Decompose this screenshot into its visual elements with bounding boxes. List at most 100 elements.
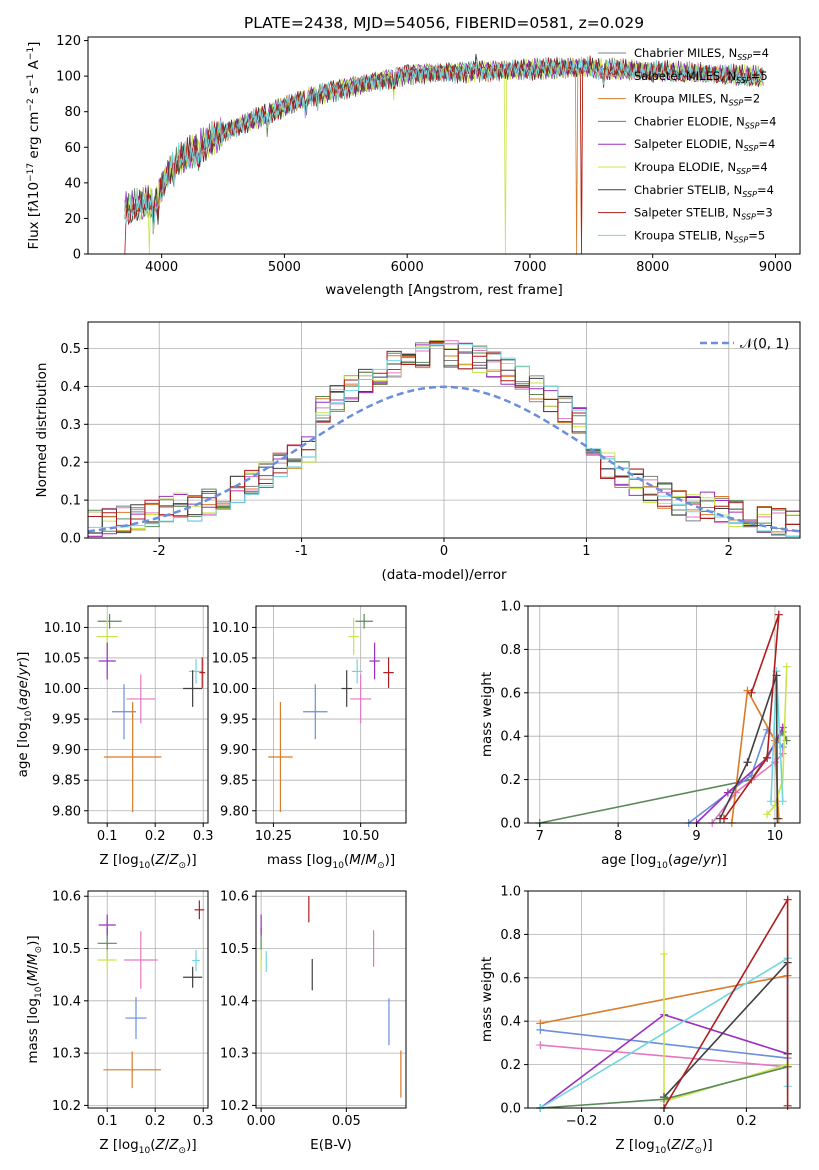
weight_vs_Z-xtick-label: −0.2 [566,1114,598,1129]
mass_vs_Z-ylabel: mass [log10(M/M⊙)] [25,935,44,1063]
spectrum-ylabel: Flux [fλ10−17 erg cm−2 s−1 A−1] [26,42,42,250]
residuals-ytick-label: 0.5 [60,342,81,357]
weight_vs_age-series-line [766,666,788,815]
spectrum-ytick-label: 40 [64,176,81,191]
mass_vs_ebv-ytick-label: 10.2 [220,1099,249,1114]
spectrum-xtick-label: 7000 [513,260,546,275]
age_vs_Z-ytick-label: 10.05 [44,651,81,666]
mass_vs_ebv-ytick-label: 10.6 [220,890,249,905]
weight_vs_age-ytick-label: 0.0 [500,817,521,832]
legend-entry: Salpeter STELIB, NSSP=3 [634,206,773,222]
weight_vs_Z-ytick-label: 0.4 [500,1015,521,1030]
age_vs_mass-xlabel: mass [log10(M/M⊙)] [267,852,395,871]
spectrum-ytick-label: 100 [56,70,81,85]
age_vs_Z-ytick-label: 10.10 [44,621,81,636]
mass_vs_Z-xtick-label: 0.3 [193,1114,214,1129]
mass_vs_ebv-ytick-label: 10.3 [220,1047,249,1062]
legend-entry: Chabrier MILES, NSSP=4 [634,46,769,62]
mass_vs_Z-xlabel: Z [log10(Z/Z⊙)] [99,1137,196,1156]
mass_vs_ebv-ytick-label: 10.5 [220,942,249,957]
residuals-histogram [88,342,800,538]
legend-entry: Kroupa ELODIE, NSSP=4 [634,160,768,176]
weight_vs_Z-marker [783,1101,792,1110]
residuals-xtick-label: -2 [153,544,166,559]
spectrum-series-line [124,57,764,254]
weight_vs_age-marker [774,610,783,619]
chart-weight_vs_Z: −0.2 0.0 0.2 0.0 0.2 0.4 0.6 0.8 1.0 Z [log10(Z/Z… [479,885,801,1156]
weight_vs_Z-marker [536,1041,545,1050]
age_vs_Z-xlabel: Z [log10(Z/Z⊙)] [99,852,196,871]
age_vs_Z-xtick-label: 0.1 [97,829,118,844]
age_vs_Z-xtick-label: 0.3 [193,829,214,844]
spectrum-xlabel: wavelength [Angstrom, rest frame] [325,282,563,298]
legend-entry: Salpeter MILES, NSSP=5 [634,69,768,85]
spectrum-series-line [124,57,764,254]
weight_vs_age-marker [766,797,775,806]
mass_vs_ebv-ytick-label: 10.4 [220,994,249,1009]
weight_vs_Z-marker [660,1095,668,1104]
age_vs_Z-ytick-label: 9.85 [52,774,81,789]
weight_vs_age-marker [719,814,728,823]
weight_vs_age-frame [527,605,801,824]
weight_vs_Z-ytick-label: 1.0 [500,885,521,900]
weight_vs_age-series-line [723,614,780,820]
residuals-ytick-label: 0.4 [60,380,81,395]
spectrum-series-line [124,55,764,254]
weight_vs_Z-xlabel: Z [log10(Z/Z⊙)] [615,1137,712,1156]
weight_vs_Z-ytick-label: 0.2 [500,1058,521,1073]
weight_vs_age-ylabel: mass weight [479,672,495,757]
weight_vs_age-series-line [711,753,784,824]
chart-spectrum: 4000 5000 6000 7000 8000 9000 0 20 40 60 80 100 120 P… [26,14,801,298]
weight_vs_age-ytick-label: 1.0 [500,600,521,615]
weight_vs_Z-series-line [663,953,788,1103]
weight_vs_age-xtick-label: 10 [767,829,784,844]
spectrum-ytick-label: 80 [64,105,81,120]
spectrum-ytick-label: 20 [64,212,81,227]
mass_vs_Z-ytick-label: 10.5 [52,942,81,957]
weight_vs_age-ytick-label: 0.2 [500,773,521,788]
chart-weight_vs_age: 7 8 9 10 0.0 0.2 0.4 0.6 0.8 1.0 age [log10(age/yr… [479,600,801,871]
weight_vs_age-marker [763,810,772,819]
age_vs_Z-ylabel: age [log10(age/yr)] [15,652,34,778]
age_vs_mass-frame [255,605,407,824]
legend-entry: Chabrier ELODIE, NSSP=4 [634,114,776,130]
age_vs_mass-xtick-label: 10.50 [342,829,379,844]
spectrum-ytick-label: 0 [73,248,81,263]
mass_vs_ebv-xlabel: E(B-V) [310,1137,352,1153]
weight_vs_age-xtick-label: 7 [536,829,544,844]
residuals-ytick-label: 0.3 [60,418,81,433]
weight_vs_age-ytick-label: 0.8 [500,643,521,658]
weight_vs_age-marker [773,814,782,823]
age_vs_Z-ytick-label: 10.00 [44,682,81,697]
residuals-ytick-label: 0.2 [60,456,81,471]
age_vs_Z-ytick-label: 9.90 [52,743,81,758]
weight_vs_age-series-line [695,727,784,824]
mass_vs_Z-ytick-label: 10.4 [52,994,81,1009]
residuals-histogram [88,342,800,538]
mass_vs_Z-ytick-label: 10.2 [52,1099,81,1114]
weight_vs_age-marker [747,688,756,697]
age_vs_mass-ytick-label: 9.85 [220,774,249,789]
weight_vs_age-ytick-label: 0.4 [500,730,521,745]
spectrum-ytick-label: 120 [56,34,81,49]
weight_vs_Z-marker [783,895,792,904]
spectrum-ytick-label: 60 [64,141,81,156]
weight_vs_Z-xtick-label: 0.2 [736,1114,757,1129]
mass_vs_Z-xtick-label: 0.2 [145,1114,166,1129]
spectrum-xtick-label: 5000 [268,260,301,275]
mass_vs_Z-ytick-label: 10.3 [52,1047,81,1062]
age_vs_Z-ytick-label: 9.95 [52,713,81,728]
residuals-ylabel: Normed distribution [34,363,50,498]
weight_vs_age-marker [778,723,787,732]
weight_vs_age-marker [743,758,752,767]
mass_vs_Z-frame [87,890,209,1109]
weight_vs_age-ytick-label: 0.6 [500,686,521,701]
mass_vs_ebv-xtick-label: 0.05 [332,1114,361,1129]
spectrum-xtick-label: 6000 [391,260,424,275]
spectrum-title: PLATE=2438, MJD=54056, FIBERID=0581, z=0… [244,14,644,32]
mass_vs_ebv-xtick-label: 0.00 [247,1114,276,1129]
residuals-ytick-label: 0.1 [60,494,81,509]
spectrum-xtick-label: 4000 [145,260,178,275]
chart-age_vs_Z: 0.1 0.2 0.3 9.80 9.85 9.90 9.95 10.00 10.05 10.10… [15,605,214,871]
weight_vs_Z-series-line [663,896,789,1109]
